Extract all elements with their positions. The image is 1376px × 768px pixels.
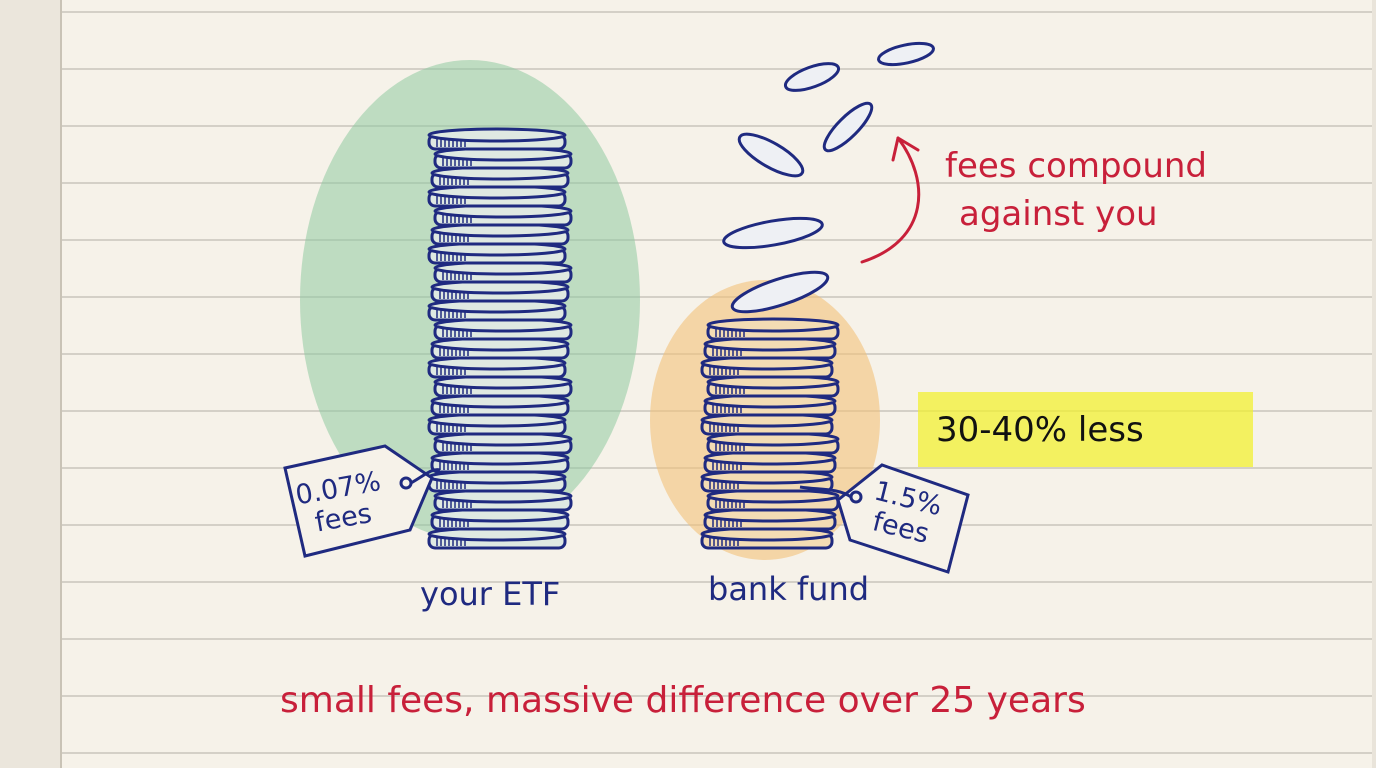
highlight-marker <box>918 392 1253 467</box>
coin <box>433 317 573 341</box>
coin <box>433 374 573 398</box>
coin <box>703 507 837 531</box>
coin <box>430 507 570 531</box>
flying-coin <box>783 62 841 92</box>
coin <box>430 393 570 417</box>
coin <box>427 412 567 436</box>
flying-coin <box>877 41 935 67</box>
curved-arrow-icon <box>860 136 921 264</box>
flying-coin <box>822 101 874 153</box>
coin <box>427 298 567 322</box>
coin <box>427 241 567 265</box>
coin <box>430 222 570 246</box>
coin <box>433 146 573 170</box>
coin <box>430 450 570 474</box>
left-page <box>0 0 60 768</box>
coin <box>427 355 567 379</box>
bank-fee-tag <box>799 463 970 574</box>
annotation-line-2: against you <box>959 194 1158 234</box>
fees-compound-annotation: fees compound against you <box>945 142 1207 238</box>
flying-coin <box>722 216 824 250</box>
coin <box>433 488 573 512</box>
coin <box>700 526 834 550</box>
caption: small fees, massive difference over 25 y… <box>280 680 1086 721</box>
bank-coin-stack <box>700 317 840 550</box>
coin <box>433 431 573 455</box>
coin <box>700 355 834 379</box>
etf-label: your ETF <box>420 575 561 613</box>
coin <box>703 393 837 417</box>
annotation-line-1: fees compound <box>945 146 1208 186</box>
coin <box>706 488 840 512</box>
bank-fund-label: bank fund <box>708 570 870 608</box>
coin <box>430 279 570 303</box>
coin <box>706 431 840 455</box>
flying-coins <box>722 41 935 314</box>
flying-coin <box>737 132 805 178</box>
coin <box>433 203 573 227</box>
difference-highlight: 30-40% less <box>936 410 1144 450</box>
coin <box>700 469 834 493</box>
coin <box>430 336 570 360</box>
coin <box>700 412 834 436</box>
coin <box>427 184 567 208</box>
coin <box>430 165 570 189</box>
flying-coin <box>730 270 830 314</box>
coin <box>703 450 837 474</box>
coin <box>427 469 567 493</box>
coin <box>706 317 840 341</box>
coin <box>706 374 840 398</box>
coin <box>433 260 573 284</box>
etf-fee-tag <box>283 444 441 558</box>
coin <box>427 526 567 550</box>
etf-coin-stack <box>427 127 573 550</box>
coin <box>427 127 567 151</box>
coin <box>703 336 837 360</box>
